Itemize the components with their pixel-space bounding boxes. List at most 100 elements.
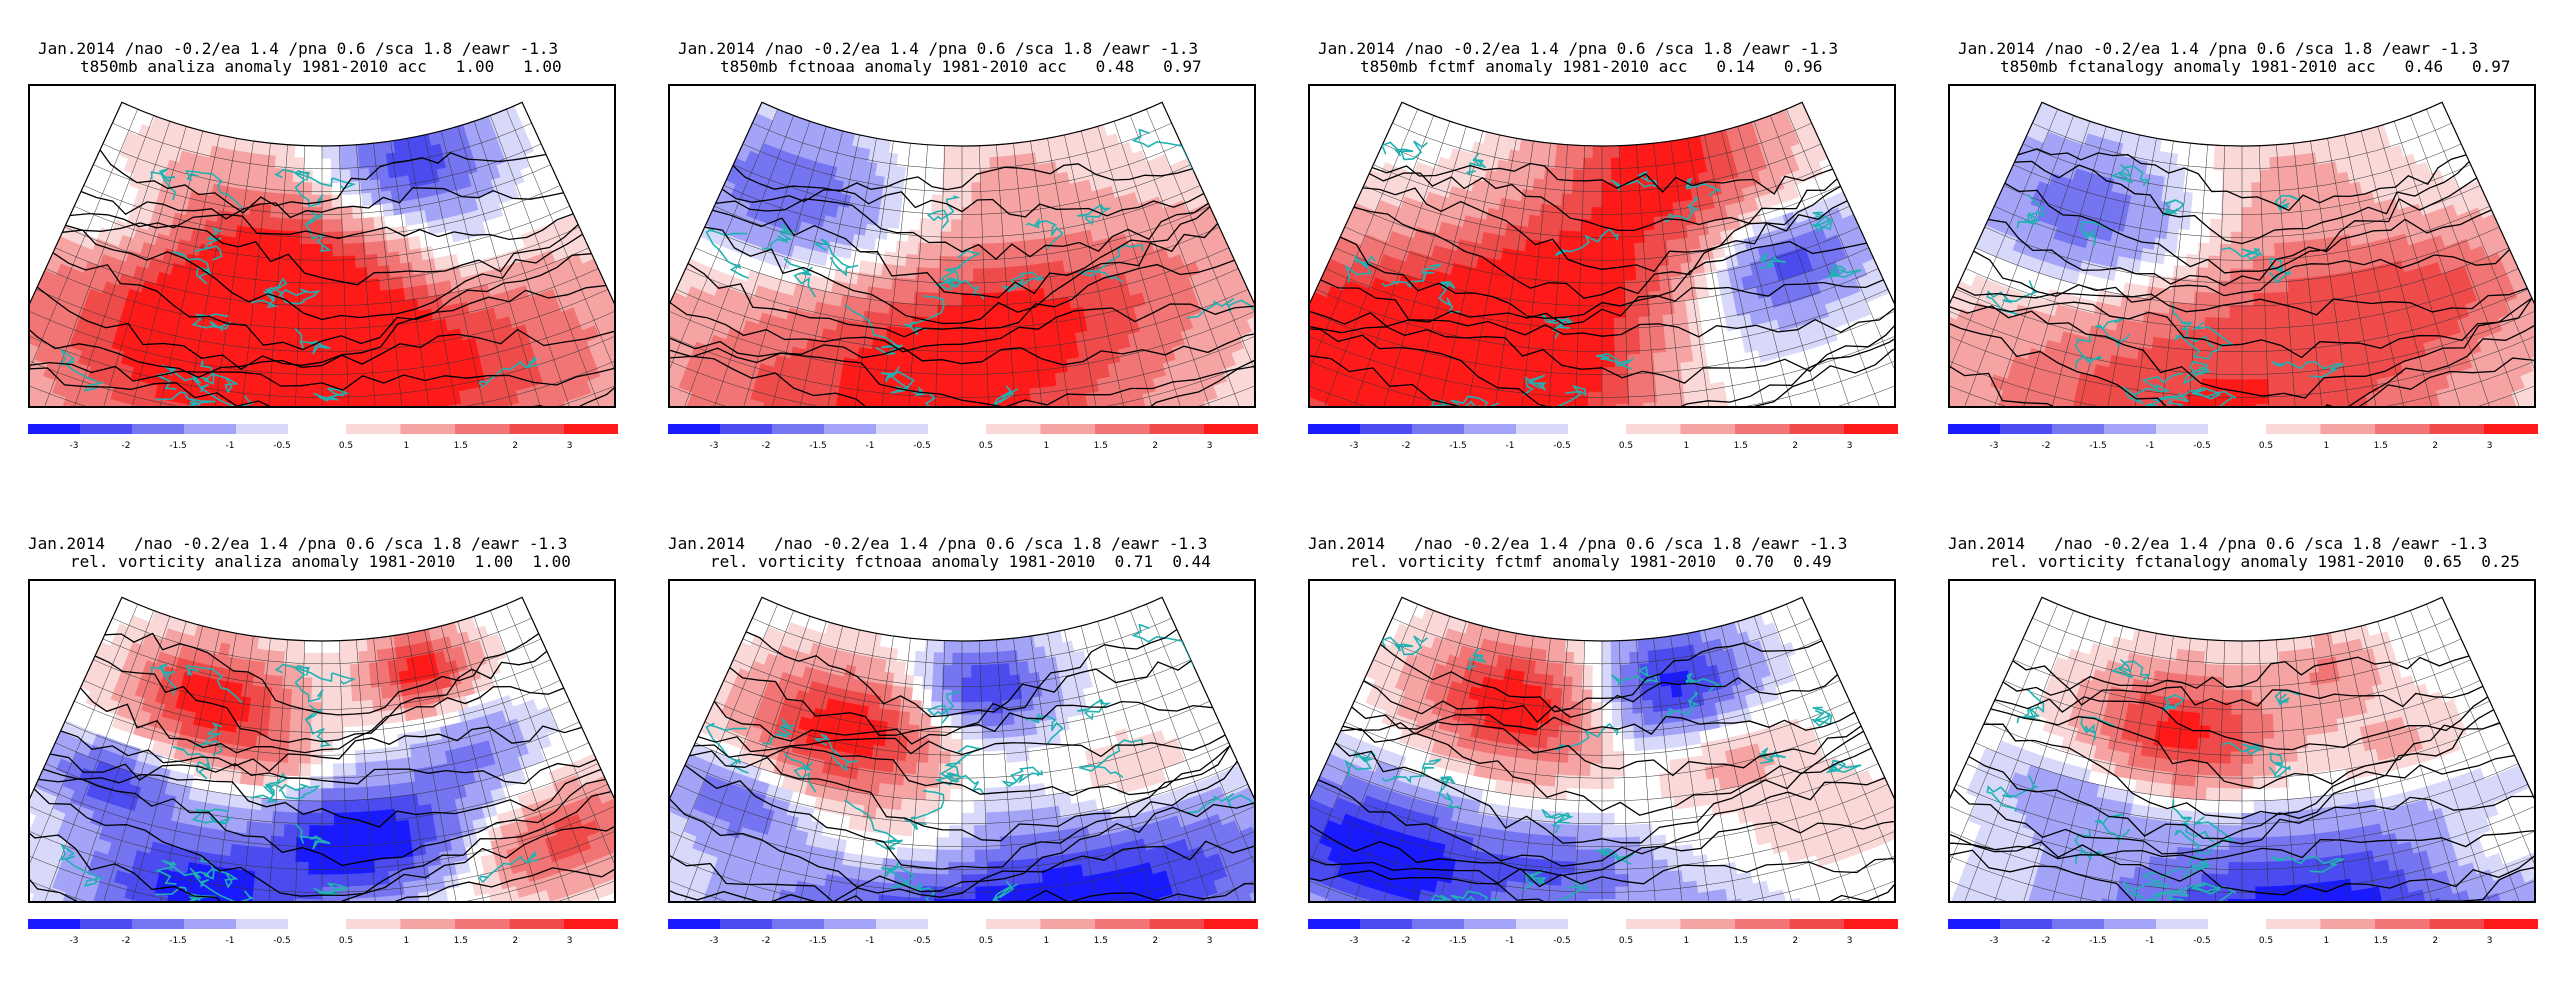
colorbar-tick-label: 1	[2324, 936, 2330, 946]
colorbar-swatch	[184, 919, 236, 929]
colorbar-graphic: -3 -2 -1.5 -1 -0.5 0.5 1 1.5 2 3	[28, 919, 618, 946]
colorbar-tick-label: -2	[762, 936, 771, 946]
colorbar-swatch	[80, 424, 132, 434]
colorbar-tick-label: -1.5	[1449, 441, 1467, 451]
colorbar-tick-label: -1.5	[1449, 936, 1467, 946]
colorbar-swatch	[2000, 424, 2052, 434]
colorbar: -3 -2 -1.5 -1 -0.5 0.5 1 1.5 2 3	[1308, 919, 1898, 949]
colorbar-graphic: -3 -2 -1.5 -1 -0.5 0.5 1 1.5 2 3	[1308, 424, 1898, 451]
colorbar-tick-label: -0.5	[273, 441, 291, 451]
colorbar-swatch	[1680, 919, 1735, 929]
colorbar-swatch	[400, 424, 455, 434]
colorbar-graphic: -3 -2 -1.5 -1 -0.5 0.5 1 1.5 2 3	[1308, 919, 1898, 946]
colorbar-graphic: -3 -2 -1.5 -1 -0.5 0.5 1 1.5 2 3	[28, 424, 618, 451]
colorbar: -3 -2 -1.5 -1 -0.5 0.5 1 1.5 2 3	[1948, 919, 2538, 949]
colorbar-tick-label: 0.5	[979, 441, 993, 451]
colorbar-tick-label: -0.5	[1553, 441, 1571, 451]
anomaly-field	[1310, 102, 1890, 406]
colorbar-tick-label: 1	[1044, 936, 1050, 946]
colorbar-tick-label: 3	[1207, 441, 1213, 451]
map-panel: Jan.2014 /nao -0.2/ea 1.4 /pna 0.6 /sca …	[668, 535, 1268, 995]
colorbar-swatch	[876, 919, 928, 929]
colorbar-swatch	[509, 919, 564, 929]
colorbar-swatch	[2374, 424, 2430, 434]
colorbar-swatch	[1680, 424, 1735, 434]
colorbar-swatch	[2104, 424, 2156, 434]
colorbar-swatch	[1734, 424, 1790, 434]
panel-title-line2: t850mb fctnoaa anomaly 1981-2010 acc 0.4…	[720, 57, 1202, 76]
colorbar-tick-label: 0.5	[1619, 441, 1633, 451]
colorbar-tick-label: 2	[2432, 441, 2438, 451]
colorbar-swatch	[509, 424, 564, 434]
colorbar-swatch	[563, 919, 618, 929]
panel-title: Jan.2014 /nao -0.2/ea 1.4 /pna 0.6 /sca …	[668, 40, 1268, 80]
colorbar: -3 -2 -1.5 -1 -0.5 0.5 1 1.5 2 3	[28, 424, 618, 454]
map-panel: Jan.2014 /nao -0.2/ea 1.4 /pna 0.6 /sca …	[1308, 535, 1908, 995]
colorbar-swatch	[346, 424, 401, 434]
colorbar-swatch	[454, 919, 510, 929]
colorbar-swatch	[1464, 919, 1516, 929]
colorbar: -3 -2 -1.5 -1 -0.5 0.5 1 1.5 2 3	[28, 919, 618, 949]
panel-title-line2: t850mb fctanalogy anomaly 1981-2010 acc …	[2000, 57, 2511, 76]
colorbar-swatch	[236, 919, 288, 929]
colorbar-tick-label: -1	[226, 936, 235, 946]
lat-lon-grid	[30, 101, 614, 406]
colorbar-tick-label: 1.5	[2374, 936, 2388, 946]
colorbar-tick-label: -3	[70, 936, 79, 946]
panel-title: Jan.2014 /nao -0.2/ea 1.4 /pna 0.6 /sca …	[668, 535, 1268, 575]
panel-title-line2: rel. vorticity fctmf anomaly 1981-2010 0…	[1350, 552, 1832, 571]
colorbar-tick-label: 1.5	[454, 936, 468, 946]
colorbar-swatch	[720, 424, 772, 434]
colorbar-swatch	[1308, 919, 1360, 929]
colorbar-graphic: -3 -2 -1.5 -1 -0.5 0.5 1 1.5 2 3	[1948, 919, 2538, 946]
colorbar-tick-label: 1	[1684, 936, 1690, 946]
lat-lon-grid	[1950, 596, 2534, 901]
colorbar-tick-label: -1.5	[169, 936, 187, 946]
contour-lines	[30, 632, 614, 901]
colorbar-tick-label: -1	[1506, 441, 1515, 451]
colorbar-tick-label: -1.5	[809, 441, 827, 451]
colorbar-swatch	[80, 919, 132, 929]
colorbar-tick-label: 1.5	[1094, 936, 1108, 946]
colorbar-swatch	[1843, 424, 1898, 434]
panel-title-line1: Jan.2014 /nao -0.2/ea 1.4 /pna 0.6 /sca …	[38, 39, 559, 58]
colorbar-swatch	[1789, 424, 1844, 434]
map-box	[1308, 84, 1896, 408]
colorbar-swatch	[1734, 919, 1790, 929]
colorbar-tick-label: -3	[1350, 441, 1359, 451]
colorbar-tick-label: -2	[2042, 441, 2051, 451]
colorbar-tick-label: 0.5	[979, 936, 993, 946]
panel-title-line1: Jan.2014 /nao -0.2/ea 1.4 /pna 0.6 /sca …	[28, 534, 568, 553]
colorbar-swatch	[2429, 919, 2484, 929]
contour-lines	[670, 163, 1254, 406]
colorbar-tick-label: -1	[866, 441, 875, 451]
colorbar-swatch	[824, 919, 876, 929]
colorbar-tick-label: 3	[1847, 441, 1853, 451]
panel-title: Jan.2014 /nao -0.2/ea 1.4 /pna 0.6 /sca …	[28, 535, 628, 575]
anomaly-field	[1310, 607, 1894, 901]
coastlines	[1986, 658, 2344, 901]
colorbar-tick-label: 1.5	[1734, 936, 1748, 946]
contour-lines	[1310, 162, 1894, 406]
panel-title-line2: t850mb fctmf anomaly 1981-2010 acc 0.14 …	[1360, 57, 1823, 76]
colorbar-tick-label: 3	[2487, 936, 2493, 946]
colorbar-tick-label: -2	[122, 936, 131, 946]
colorbar-swatch	[2483, 919, 2538, 929]
colorbar-swatch	[236, 424, 288, 434]
panel-title-line1: Jan.2014 /nao -0.2/ea 1.4 /pna 0.6 /sca …	[1318, 39, 1839, 58]
colorbar-swatch	[876, 424, 928, 434]
colorbar-swatch	[1516, 424, 1568, 434]
colorbar-tick-label: 1.5	[454, 441, 468, 451]
colorbar: -3 -2 -1.5 -1 -0.5 0.5 1 1.5 2 3	[668, 919, 1258, 949]
panel-title: Jan.2014 /nao -0.2/ea 1.4 /pna 0.6 /sca …	[28, 40, 628, 80]
map-panel: Jan.2014 /nao -0.2/ea 1.4 /pna 0.6 /sca …	[28, 535, 628, 995]
colorbar-tick-label: -3	[1350, 936, 1359, 946]
colorbar-tick-label: -3	[70, 441, 79, 451]
colorbar-swatch	[772, 424, 824, 434]
colorbar-swatch	[824, 424, 876, 434]
colorbar-tick-label: -3	[710, 441, 719, 451]
colorbar-tick-label: -1	[226, 441, 235, 451]
colorbar-swatch	[1040, 424, 1095, 434]
colorbar-tick-label: 0.5	[1619, 936, 1633, 946]
colorbar-tick-label: -1	[2146, 936, 2155, 946]
